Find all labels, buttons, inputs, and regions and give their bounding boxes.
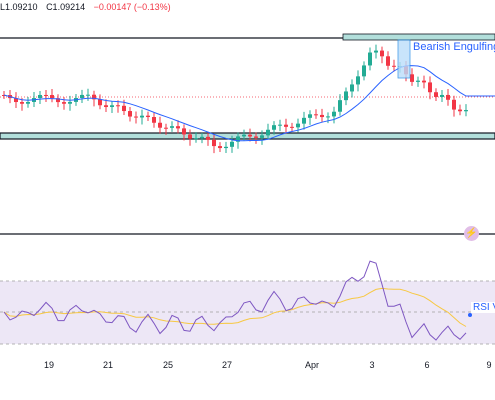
- candle-body: [284, 124, 288, 127]
- candle-body: [56, 98, 60, 103]
- x-tick-label: 21: [102, 360, 114, 370]
- candle-body: [326, 116, 330, 118]
- rsi-ma-line: [3, 287, 467, 327]
- candle-body: [356, 76, 360, 85]
- candle-body: [338, 100, 342, 112]
- candle-body: [308, 114, 312, 118]
- candle-body: [224, 146, 228, 149]
- pattern-label: Bearish Engulfing: [413, 41, 495, 53]
- candle-body: [350, 84, 354, 92]
- candle-body: [428, 82, 432, 93]
- candle-body: [200, 136, 204, 139]
- candle-body: [176, 126, 180, 129]
- candle-body: [464, 110, 468, 112]
- candle-body: [170, 126, 174, 128]
- candle-body: [296, 123, 300, 128]
- candle-body: [146, 115, 150, 118]
- candle-body: [272, 125, 276, 130]
- candle-body: [392, 65, 396, 67]
- candle-body: [206, 136, 210, 140]
- candle-body: [278, 124, 282, 126]
- candle-body: [86, 94, 90, 96]
- candle-body: [344, 91, 348, 101]
- candle-body: [14, 98, 18, 103]
- candle-body: [422, 80, 426, 83]
- candle-body: [140, 115, 144, 118]
- candle-body: [188, 134, 192, 139]
- candle-body: [212, 139, 216, 147]
- candle-body: [386, 56, 390, 66]
- candle-body: [218, 146, 222, 149]
- candle-body: [254, 136, 258, 138]
- ohlc-legend: L1.09210 C1.09214 −0.00147 (−0.13%): [0, 2, 177, 12]
- candle-body: [230, 141, 234, 147]
- rsi-line: [3, 260, 467, 341]
- candle-body: [122, 105, 126, 112]
- candle-body: [44, 94, 48, 96]
- candle-body: [194, 138, 198, 140]
- candle-body: [362, 65, 366, 77]
- candle-body: [152, 117, 156, 123]
- resistance-zone: [342, 33, 495, 41]
- candle-body: [128, 111, 132, 117]
- candle-body: [248, 134, 252, 137]
- candle-body: [320, 114, 324, 118]
- candle-body: [458, 109, 462, 112]
- x-tick-label: 9: [486, 360, 492, 370]
- candle-body: [164, 127, 168, 129]
- x-tick-label: 27: [221, 360, 233, 370]
- candle-body: [368, 52, 372, 66]
- candle-body: [116, 105, 120, 107]
- candle-body: [314, 114, 318, 116]
- candle-body: [50, 95, 54, 99]
- candle-body: [38, 94, 42, 99]
- candle-body: [236, 136, 240, 142]
- alert-icon[interactable]: ⚡: [464, 226, 479, 241]
- candle-body: [68, 101, 72, 104]
- candle-body: [98, 99, 102, 106]
- candle-body: [80, 94, 84, 98]
- candle-body: [266, 129, 270, 136]
- candle-body: [446, 94, 450, 100]
- moving-average-line: [3, 65, 495, 142]
- candle-body: [332, 111, 336, 117]
- ohlc-close: C1.09214: [46, 2, 86, 12]
- candle-body: [20, 102, 24, 104]
- candle-body: [62, 102, 66, 104]
- candle-body: [92, 94, 96, 100]
- x-tick-label: 6: [424, 360, 430, 370]
- candle-body: [134, 116, 138, 118]
- candle-body: [452, 99, 456, 110]
- ohlc-change: −0.00147 (−0.13%): [93, 2, 171, 12]
- candle-body: [302, 117, 306, 124]
- candle-body: [374, 50, 378, 53]
- support-zone: [0, 132, 495, 140]
- rsi-label: RSI V: [471, 302, 495, 313]
- rsi-last-point: [468, 313, 472, 317]
- candle-body: [158, 122, 162, 128]
- candle-body: [104, 105, 108, 108]
- pattern-highlight: [397, 39, 411, 79]
- candle-body: [440, 94, 444, 97]
- candle-body: [290, 126, 294, 128]
- candle-body: [26, 101, 30, 104]
- candle-body: [416, 80, 420, 82]
- candle-body: [410, 74, 414, 82]
- candle-body: [434, 92, 438, 97]
- ohlc-low: L1.09210: [0, 2, 38, 12]
- x-tick-label: Apr: [304, 360, 320, 370]
- candle-body: [182, 128, 186, 135]
- x-tick-label: 3: [369, 360, 375, 370]
- candle-body: [380, 50, 384, 57]
- candle-body: [110, 105, 114, 108]
- x-tick-label: 25: [162, 360, 174, 370]
- x-tick-label: 19: [43, 360, 55, 370]
- candle-body: [242, 134, 246, 137]
- candle-body: [260, 135, 264, 138]
